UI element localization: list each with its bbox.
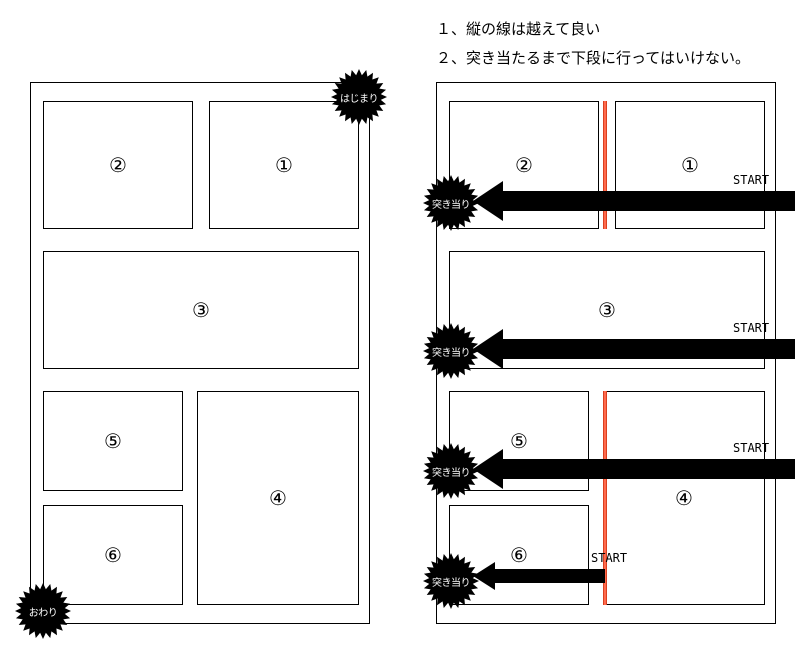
- page-right: ①②③④⑤⑥START突き当りSTART突き当りSTART突き当りSTART突き…: [436, 82, 776, 624]
- deadend-badge-0: 突き当り: [423, 175, 479, 231]
- left-panel-p3: ③: [43, 251, 359, 369]
- badge-end: おわり: [15, 583, 71, 639]
- flow-arrow-0: [473, 181, 795, 221]
- flow-arrow-1: [473, 329, 795, 369]
- start-label-0: START: [733, 173, 769, 187]
- start-label-3: START: [591, 551, 627, 565]
- right-panel-p4: ④: [603, 391, 765, 605]
- rule-2: ２、突き当たるまで下段に行ってはいけない。: [436, 45, 750, 74]
- badge-start: はじまり: [331, 69, 387, 125]
- deadend-badge-1: 突き当り: [423, 323, 479, 379]
- left-panel-p4: ④: [197, 391, 359, 605]
- page-left: ①②③④⑤⑥はじまりおわり: [30, 82, 370, 624]
- left-panel-p5: ⑤: [43, 391, 183, 491]
- rule-1: １、縦の線は越えて良い: [436, 16, 750, 45]
- deadend-badge-2: 突き当り: [423, 443, 479, 499]
- flow-arrow-2: [473, 449, 795, 489]
- start-label-2: START: [733, 441, 769, 455]
- start-label-1: START: [733, 321, 769, 335]
- rules-block: １、縦の線は越えて良い ２、突き当たるまで下段に行ってはいけない。: [436, 16, 750, 73]
- flow-arrow-3: [473, 562, 605, 590]
- deadend-badge-3: 突き当り: [423, 553, 479, 609]
- left-panel-p2: ②: [43, 101, 193, 229]
